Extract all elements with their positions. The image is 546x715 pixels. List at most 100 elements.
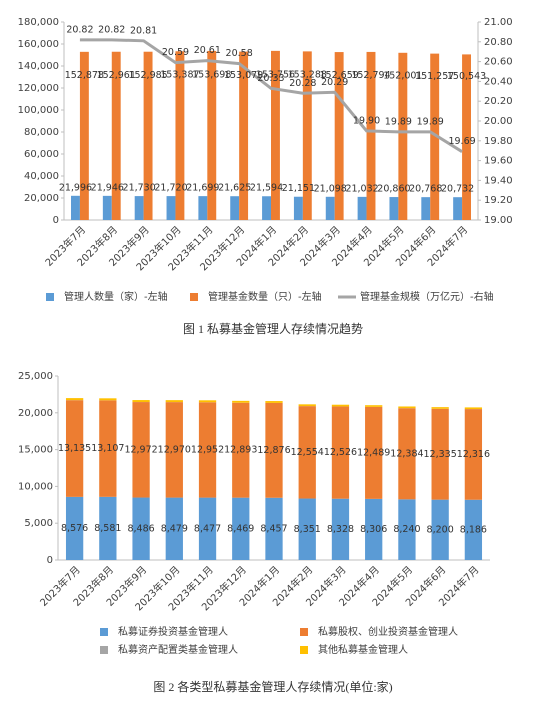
data-label: 20.81 (130, 25, 157, 36)
data-label: 12,384 (390, 448, 423, 459)
data-label: 153,387 (160, 70, 199, 81)
bar-segment (198, 497, 217, 560)
data-label: 21,699 (186, 183, 219, 194)
y-tick-label: 20,000 (18, 408, 53, 419)
bar-segment (232, 497, 250, 560)
data-label: 12,876 (257, 445, 290, 456)
data-label: 8,240 (393, 524, 420, 535)
data-label: 12,972 (124, 444, 157, 455)
data-label: 19.89 (417, 116, 444, 127)
data-label: 12,893 (224, 445, 257, 456)
data-label: 21,151 (282, 183, 315, 194)
legend-label: 其他私募基金管理人 (318, 643, 408, 656)
data-label: 12,316 (457, 449, 490, 460)
data-label: 13,107 (91, 443, 124, 454)
bar-segment (331, 406, 350, 499)
y2-tick-label: 19.00 (484, 215, 513, 226)
data-label: 153,288 (288, 70, 327, 81)
data-label: 8,186 (460, 524, 487, 535)
bar (230, 196, 240, 220)
bar (357, 196, 367, 220)
data-label: 8,306 (360, 524, 387, 535)
bar (198, 196, 208, 220)
legend-swatch (100, 646, 108, 654)
data-label: 21,946 (91, 182, 124, 193)
y-tick-label: 5,000 (24, 518, 53, 529)
data-label: 21,996 (59, 182, 92, 193)
data-label: 19.89 (385, 116, 412, 127)
y-tick-label: 0 (47, 555, 53, 566)
data-label: 8,477 (194, 523, 221, 534)
bar-segment (365, 405, 383, 407)
bar-segment (165, 402, 183, 498)
bar-segment (99, 398, 117, 401)
data-label: 152,794 (351, 70, 390, 81)
legend-swatch (46, 293, 54, 301)
bar-segment (398, 408, 416, 500)
data-label: 20,732 (441, 184, 474, 195)
bar (262, 196, 271, 220)
bar (293, 196, 303, 220)
bar-segment (365, 406, 383, 499)
bar (166, 196, 176, 220)
bar-segment (265, 497, 283, 560)
y2-tick-label: 20.60 (484, 57, 513, 68)
y-tick-label: 25,000 (18, 371, 53, 382)
bar (207, 50, 217, 220)
bar-segment (464, 407, 483, 410)
caption: 图 2 各类型私募基金管理人存续情况(单位:家) (153, 679, 392, 694)
data-label: 20.82 (98, 24, 125, 35)
caption: 图 1 私募基金管理人存续情况趋势 (183, 321, 363, 336)
bar-segment (99, 496, 117, 560)
y-tick-label: 160,000 (18, 39, 59, 50)
data-label: 8,581 (94, 523, 121, 534)
data-label: 21,098 (314, 183, 347, 194)
bar (239, 51, 249, 220)
bar-segment (198, 402, 217, 498)
y-tick-label: 140,000 (18, 61, 59, 72)
bar-segment (232, 400, 250, 403)
bar (111, 51, 121, 220)
data-label: 19.90 (353, 115, 380, 126)
bar-segment (132, 497, 150, 560)
data-label: 152,659 (320, 70, 359, 81)
y2-tick-label: 19.20 (484, 195, 513, 206)
legend-label: 私募证券投资基金管理人 (118, 625, 228, 638)
bar-segment (464, 409, 483, 500)
bar (421, 197, 431, 220)
legend-swatch (300, 646, 308, 654)
bar-segment (298, 406, 316, 499)
legend-label: 管理人数量（家）-左轴 (64, 290, 168, 303)
data-label: 152,878 (65, 70, 104, 81)
bar (430, 53, 440, 221)
y-tick-label: 120,000 (18, 83, 59, 94)
bar (302, 51, 312, 220)
y-tick-label: 10,000 (18, 481, 53, 492)
data-label: 8,457 (260, 523, 287, 534)
y-tick-label: 0 (53, 215, 59, 226)
bar (134, 196, 144, 220)
bar-segment (65, 400, 84, 497)
data-label: 152,001 (383, 70, 422, 81)
bar-segment (65, 398, 84, 401)
bar-segment (298, 498, 316, 560)
bar-segment (431, 407, 449, 409)
line (79, 38, 463, 153)
data-label: 8,576 (61, 523, 88, 534)
y-tick-label: 60,000 (24, 149, 59, 160)
y2-tick-label: 19.40 (484, 175, 513, 186)
bar-segment (232, 402, 250, 498)
data-label: 12,526 (324, 447, 357, 458)
data-label: 153,698 (192, 69, 231, 80)
data-label: 21,594 (250, 183, 283, 194)
data-label: 21,625 (218, 183, 251, 194)
bar-segment (298, 404, 316, 407)
bar (462, 54, 471, 221)
bar (389, 197, 399, 220)
bar-segment (99, 400, 117, 497)
data-label: 12,335 (424, 449, 457, 460)
data-label: 8,469 (227, 523, 254, 534)
data-label: 150,543 (447, 71, 486, 82)
bar (102, 195, 112, 220)
